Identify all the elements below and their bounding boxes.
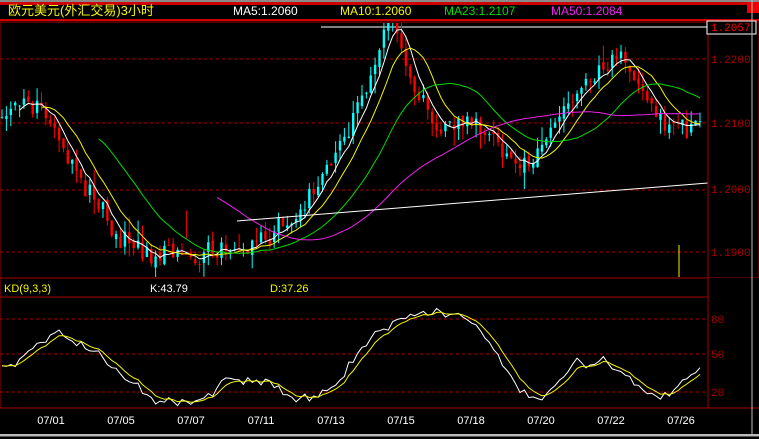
svg-text:K:43.79: K:43.79 <box>150 283 188 295</box>
svg-text:07/11: 07/11 <box>248 415 275 427</box>
svg-text:07/13: 07/13 <box>317 415 345 427</box>
svg-text:50: 50 <box>711 350 724 362</box>
svg-text:MA50:1.2084: MA50:1.2084 <box>551 4 623 18</box>
svg-text:07/07: 07/07 <box>177 415 205 427</box>
svg-text:80: 80 <box>711 315 724 327</box>
svg-text:1.1900: 1.1900 <box>711 248 751 260</box>
svg-text:D:37.26: D:37.26 <box>270 283 309 295</box>
svg-text:MA10:1.2060: MA10:1.2060 <box>340 4 412 18</box>
svg-text:07/18: 07/18 <box>457 415 485 427</box>
svg-text:07/26: 07/26 <box>667 415 695 427</box>
svg-text:1.2100: 1.2100 <box>711 119 751 131</box>
svg-text:1.2057: 1.2057 <box>711 23 751 35</box>
svg-text:MA23:1.2107: MA23:1.2107 <box>444 4 516 18</box>
svg-text:MA5:1.2060: MA5:1.2060 <box>233 4 298 18</box>
svg-text:KD(9,3,3): KD(9,3,3) <box>4 283 51 295</box>
svg-text:20: 20 <box>711 388 724 400</box>
svg-text:07/15: 07/15 <box>387 415 415 427</box>
svg-text:07/20: 07/20 <box>527 415 555 427</box>
svg-text:07/05: 07/05 <box>107 415 135 427</box>
svg-text:07/22: 07/22 <box>597 415 625 427</box>
svg-text:07/01: 07/01 <box>37 415 65 427</box>
svg-text:欧元美元(外汇交易)3小时: 欧元美元(外汇交易)3小时 <box>8 3 154 18</box>
svg-text:1.2000: 1.2000 <box>711 185 751 197</box>
svg-text:1.2200: 1.2200 <box>711 55 751 67</box>
